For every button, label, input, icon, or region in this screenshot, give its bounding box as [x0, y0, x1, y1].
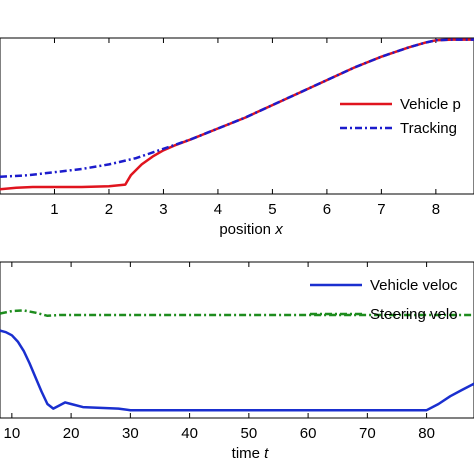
position-plot-legend: Vehicle p Tracking: [340, 96, 461, 137]
x-tick-label: 60: [300, 425, 317, 442]
x-tick-label: 30: [122, 425, 139, 442]
vehicle-path-line: [0, 38, 474, 191]
x-tick-label: 3: [159, 201, 167, 218]
x-tick-label: 8: [432, 201, 440, 218]
x-tick-label: 6: [323, 201, 331, 218]
time-x-axis-label: time t: [232, 445, 270, 462]
position-plot-frame: [0, 37, 474, 195]
position-x-axis-label-text: position: [219, 221, 275, 238]
time-plot-panel: 10 20 30 40 50 60 70 80 time t Vehicle veloc St…: [0, 261, 474, 462]
x-tick-label: 40: [181, 425, 198, 442]
legend-vehicle-path-label: Vehicle p: [400, 96, 461, 113]
x-tick-label: 50: [241, 425, 258, 442]
position-x-axis-label-var: x: [274, 221, 283, 238]
position-plot-series: [0, 38, 474, 191]
position-x-axis-label: position x: [219, 221, 283, 238]
time-plot-legend: Vehicle veloc Steering velo: [310, 277, 458, 323]
x-tick-label: 2: [105, 201, 113, 218]
x-tick-label: 80: [418, 425, 435, 442]
legend-tracking-path-label: Tracking: [400, 120, 457, 137]
x-tick-label: 10: [4, 425, 21, 442]
tracking-path-line: [0, 38, 474, 179]
vehicle-velocity-line: [0, 329, 474, 412]
steering-velocity-line: [0, 309, 474, 318]
x-tick-label: 7: [377, 201, 385, 218]
time-x-ticks: 10 20 30 40 50 60 70 80: [4, 262, 435, 442]
time-x-axis-label-var: t: [264, 445, 269, 462]
x-tick-label: 4: [214, 201, 222, 218]
position-plot-panel: 1 2 3 4 5 6 7 8 position x Vehicle p Tracking: [0, 37, 474, 238]
legend-vehicle-velocity-label: Vehicle veloc: [370, 277, 458, 294]
x-tick-label: 70: [359, 425, 376, 442]
time-plot-series: [0, 309, 474, 412]
legend-steering-velocity-label: Steering velo: [370, 306, 458, 323]
position-x-ticks: 1 2 3 4 5 6 7 8: [50, 38, 440, 218]
time-x-axis-label-text: time: [232, 445, 265, 462]
x-tick-label: 5: [268, 201, 276, 218]
x-tick-label: 1: [50, 201, 58, 218]
time-plot-frame: [0, 261, 474, 419]
x-tick-label: 20: [63, 425, 80, 442]
